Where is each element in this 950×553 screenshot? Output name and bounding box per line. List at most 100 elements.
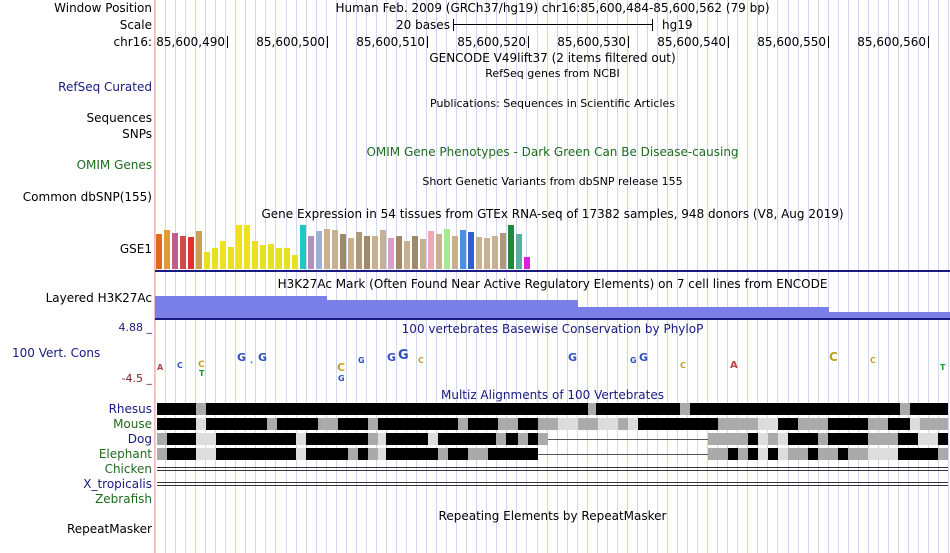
- gtex-tissue-bar[interactable]: [308, 236, 314, 269]
- gtex-tissue-bar[interactable]: [516, 234, 522, 269]
- gtex-tissue-bar[interactable]: [292, 255, 298, 269]
- refseq-label[interactable]: RefSeq Curated: [58, 80, 152, 94]
- gtex-tissue-bar[interactable]: [492, 236, 498, 269]
- gtex-label[interactable]: GSE1: [119, 242, 152, 256]
- gtex-tissue-bar[interactable]: [252, 241, 258, 269]
- alignment-block: [518, 433, 528, 445]
- gtex-tissue-bar[interactable]: [452, 236, 458, 269]
- gtex-tissue-bar[interactable]: [212, 248, 218, 269]
- gtex-tissue-bar[interactable]: [284, 248, 290, 269]
- gtex-tissue-bar[interactable]: [356, 232, 362, 269]
- ruler-tick-label: 85,600,550: [757, 35, 826, 49]
- alignment-block: [708, 433, 748, 445]
- gtex-tissue-bar[interactable]: [316, 231, 322, 269]
- multiz-species-rhesus[interactable]: Rhesus: [108, 402, 152, 416]
- gtex-tissue-bar[interactable]: [412, 236, 418, 269]
- multiz-species-elephant[interactable]: Elephant: [98, 447, 152, 461]
- alignment-block: [386, 448, 438, 460]
- scale-bar: [453, 24, 653, 25]
- h3k27ac-signal-2[interactable]: [327, 300, 578, 319]
- gtex-tissue-bar[interactable]: [196, 231, 202, 269]
- gtex-tissue-bar[interactable]: [364, 236, 370, 269]
- gtex-tissue-bar[interactable]: [468, 232, 474, 269]
- alignment-block: [378, 418, 458, 430]
- gencode-title[interactable]: GENCODE V49lift37 (2 items filtered out): [429, 51, 676, 65]
- grid-line: [537, 0, 538, 553]
- alignment-block: [368, 418, 378, 430]
- alignment-block: [338, 418, 368, 430]
- gtex-tissue-bar[interactable]: [332, 230, 338, 269]
- gtex-tissue-bar[interactable]: [300, 225, 306, 269]
- h3k27ac-signal-4[interactable]: [829, 312, 950, 319]
- alignment-block: [828, 418, 868, 430]
- alignment-block: [788, 448, 808, 460]
- alignment-block: [898, 433, 918, 445]
- h3k27ac-title: H3K27Ac Mark (Often Found Near Active Re…: [277, 277, 828, 291]
- multiz-species-chicken[interactable]: Chicken: [104, 462, 152, 476]
- gtex-tissue-bar[interactable]: [420, 239, 426, 269]
- gtex-tissue-bar[interactable]: [188, 237, 194, 269]
- multiz-species-dog[interactable]: Dog: [127, 432, 152, 446]
- multiz-species-zebrafish[interactable]: Zebrafish: [95, 492, 152, 506]
- gtex-tissue-bar[interactable]: [156, 234, 162, 269]
- gtex-tissue-bar[interactable]: [220, 241, 226, 269]
- gtex-tissue-bar[interactable]: [436, 234, 442, 269]
- gtex-tissue-bar[interactable]: [500, 233, 506, 269]
- dbsnp-label[interactable]: Common dbSNP(155): [22, 190, 152, 204]
- grid-line: [788, 0, 789, 553]
- alignment-double-line: [157, 482, 948, 483]
- grid-line: [577, 0, 578, 553]
- phylop-max-label: 4.88 _: [118, 321, 153, 334]
- gtex-tissue-bar[interactable]: [484, 238, 490, 269]
- grid-line: [296, 0, 297, 553]
- gtex-tissue-bar[interactable]: [276, 248, 282, 269]
- alignment-block: [868, 433, 898, 445]
- gtex-tissue-bar[interactable]: [508, 225, 514, 269]
- scale-label: Scale: [119, 18, 152, 32]
- multiz-species-x-tropicalis[interactable]: X_tropicalis: [83, 477, 152, 491]
- phylop-label[interactable]: 100 Vert. Cons: [12, 346, 101, 360]
- ruler-tick: [928, 36, 929, 48]
- h3k27ac-label[interactable]: Layered H3K27Ac: [45, 291, 152, 305]
- alignment-block: [888, 418, 910, 430]
- grid-line: [828, 0, 829, 553]
- gtex-tissue-bar[interactable]: [244, 225, 250, 269]
- gtex-tissue-bar[interactable]: [260, 245, 266, 269]
- gtex-tissue-bar[interactable]: [428, 231, 434, 269]
- multiz-species-mouse[interactable]: Mouse: [113, 417, 152, 431]
- h3k27ac-signal-1[interactable]: [155, 296, 327, 319]
- grid-line: [657, 0, 658, 553]
- grid-line: [808, 0, 809, 553]
- gtex-tissue-bar[interactable]: [524, 257, 530, 269]
- gtex-tissue-bar[interactable]: [460, 230, 466, 269]
- gtex-tissue-bar[interactable]: [228, 247, 234, 269]
- gtex-tissue-bar[interactable]: [476, 237, 482, 269]
- gtex-tissue-bar[interactable]: [372, 236, 378, 269]
- gtex-tissue-bar[interactable]: [340, 234, 346, 269]
- gtex-tissue-bar[interactable]: [204, 252, 210, 269]
- gtex-tissue-bar[interactable]: [380, 230, 386, 269]
- gtex-tissue-bar[interactable]: [268, 244, 274, 269]
- gtex-tissue-bar[interactable]: [396, 236, 402, 269]
- snps-label[interactable]: SNPs: [122, 127, 152, 141]
- grid-line: [175, 0, 176, 553]
- publications-title[interactable]: Publications: Sequences in Scientific Ar…: [430, 97, 675, 110]
- gtex-tissue-bar[interactable]: [164, 230, 170, 269]
- sequences-label[interactable]: Sequences: [86, 111, 152, 125]
- gtex-tissue-bar[interactable]: [388, 238, 394, 269]
- ruler-tick-label: 85,600,490: [156, 35, 225, 49]
- grid-line: [336, 0, 337, 553]
- gtex-tissue-bar[interactable]: [404, 241, 410, 269]
- gtex-tissue-bar[interactable]: [324, 229, 330, 269]
- alignment-block: [157, 448, 167, 460]
- gtex-tissue-bar[interactable]: [172, 233, 178, 269]
- gtex-tissue-bar[interactable]: [236, 225, 242, 269]
- gtex-tissue-bar[interactable]: [180, 236, 186, 269]
- repeatmasker-label[interactable]: RepeatMasker: [66, 522, 152, 536]
- h3k27ac-signal-3[interactable]: [578, 307, 829, 319]
- gtex-tissue-bar[interactable]: [444, 229, 450, 269]
- omim-label[interactable]: OMIM Genes: [76, 158, 152, 172]
- grid-line: [627, 0, 628, 553]
- gtex-tissue-bar[interactable]: [348, 238, 354, 269]
- alignment-block: [167, 433, 196, 445]
